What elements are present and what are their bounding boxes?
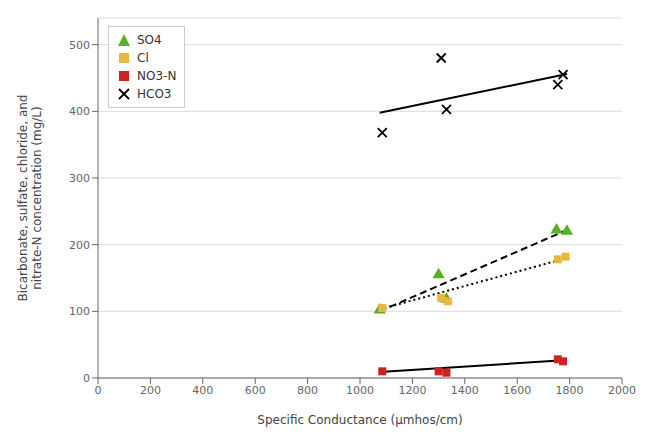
svg-text:400: 400 [192,384,213,397]
svg-text:0: 0 [83,372,90,385]
svg-text:1200: 1200 [398,384,426,397]
svg-text:200: 200 [140,384,161,397]
html-text:NO3-N: NO3-N [137,69,177,83]
svg-text:300: 300 [69,172,90,185]
svg-text:1600: 1600 [503,384,531,397]
svg-text:800: 800 [297,384,318,397]
svg-text:1000: 1000 [346,384,374,397]
svg-text:400: 400 [69,105,90,118]
svg-text:Specific Conductance (μmhos/cm: Specific Conductance (μmhos/cm) [257,413,462,427]
svg-text:2000: 2000 [608,384,636,397]
svg-text:1800: 1800 [556,384,584,397]
svg-text:100: 100 [69,305,90,318]
svg-text:200: 200 [69,239,90,252]
svg-text:1400: 1400 [451,384,479,397]
svg-text:0: 0 [95,384,102,397]
svg-text:Bicarbonate, sulfate, chloride: Bicarbonate, sulfate, chloride, andnitra… [16,95,44,302]
svg-text:600: 600 [245,384,266,397]
svg-text:500: 500 [69,39,90,52]
html-text:Cl: Cl [137,51,149,65]
html-text:HCO3: HCO3 [137,87,172,101]
html-text:SO4: SO4 [137,33,162,47]
